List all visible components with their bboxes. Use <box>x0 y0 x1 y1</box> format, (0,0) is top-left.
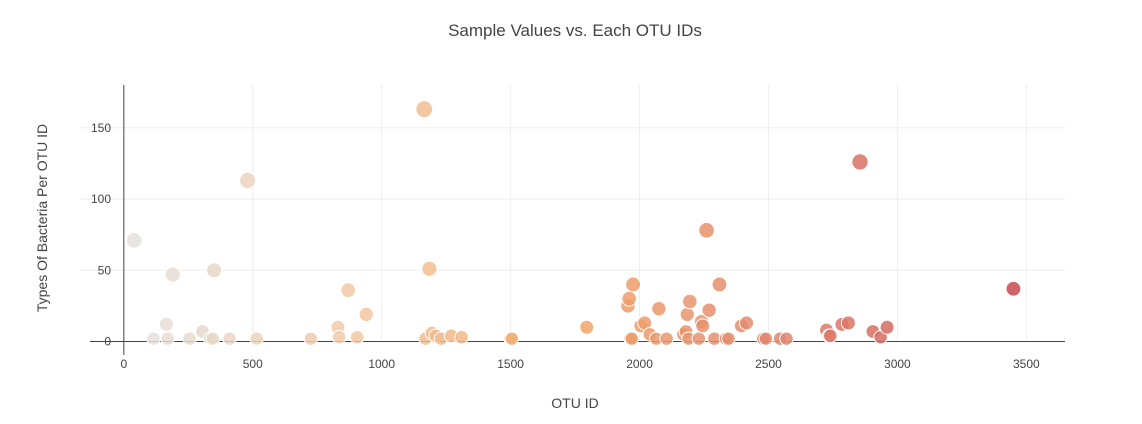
scatter-point <box>125 232 143 249</box>
scatter-point <box>146 331 161 346</box>
scatter-point <box>679 306 695 323</box>
scatter-point <box>659 331 674 346</box>
y-tick-label: 100 <box>91 192 111 206</box>
scatter-point <box>205 331 221 346</box>
scatter-point <box>504 331 520 346</box>
y-tick-label: 0 <box>104 335 111 349</box>
scatter-point <box>1005 280 1022 297</box>
scatter-point <box>823 328 838 344</box>
scatter-point <box>239 171 257 190</box>
scatter-point <box>303 331 318 346</box>
scatter-point <box>206 262 223 279</box>
x-axis-label: OTU ID <box>551 395 598 411</box>
scatter-point <box>701 302 717 318</box>
scatter-point <box>840 315 856 331</box>
scatter-point <box>340 282 357 299</box>
x-tick-label: 500 <box>243 357 263 371</box>
x-tick-label: 1000 <box>368 357 395 371</box>
scatter-point <box>682 293 698 310</box>
scatter-point <box>624 331 640 346</box>
scatter-point <box>158 316 174 332</box>
x-tick-label: 1500 <box>497 357 524 371</box>
scatter-point <box>651 301 667 317</box>
y-tick-label: 150 <box>91 121 111 135</box>
scatter-point <box>349 329 365 345</box>
scatter-point <box>415 100 434 119</box>
chart-title: Sample Values vs. Each OTU IDs <box>448 21 702 40</box>
scatter-points <box>125 100 1022 346</box>
y-tick-label: 50 <box>98 263 112 277</box>
x-tick-label: 2500 <box>755 357 782 371</box>
scatter-point <box>222 331 237 346</box>
scatter-point <box>721 331 736 346</box>
scatter-point <box>698 222 715 239</box>
scatter-point <box>695 318 711 334</box>
x-tick-label: 3500 <box>1013 357 1040 371</box>
scatter-point <box>851 153 869 171</box>
scatter-point <box>739 315 755 331</box>
y-axis-ticks: 0 50 100 150 <box>91 121 111 349</box>
x-tick-label: 2000 <box>626 357 653 371</box>
scatter-point <box>625 276 642 293</box>
scatter-point <box>758 331 774 346</box>
scatter-point <box>691 331 707 346</box>
scatter-point <box>621 290 638 307</box>
x-tick-label: 3000 <box>884 357 911 371</box>
x-axis-ticks: 0 500 1000 1500 2000 2500 3000 3500 <box>120 357 1040 371</box>
scatter-point <box>358 306 374 323</box>
gridlines <box>80 85 1065 340</box>
scatter-point <box>711 276 728 293</box>
scatter-point <box>779 331 794 346</box>
scatter-point <box>879 319 895 335</box>
scatter-point <box>182 331 197 346</box>
scatter-point <box>331 329 347 345</box>
y-axis-label: Types Of Bacteria Per OTU ID <box>34 124 50 312</box>
scatter-point <box>249 331 264 346</box>
scatter-point <box>454 329 469 345</box>
scatter-point <box>160 331 175 346</box>
x-tick-label: 0 <box>120 357 127 371</box>
scatter-point <box>421 260 438 277</box>
scatter-point <box>164 266 181 283</box>
scatter-point <box>579 319 595 335</box>
